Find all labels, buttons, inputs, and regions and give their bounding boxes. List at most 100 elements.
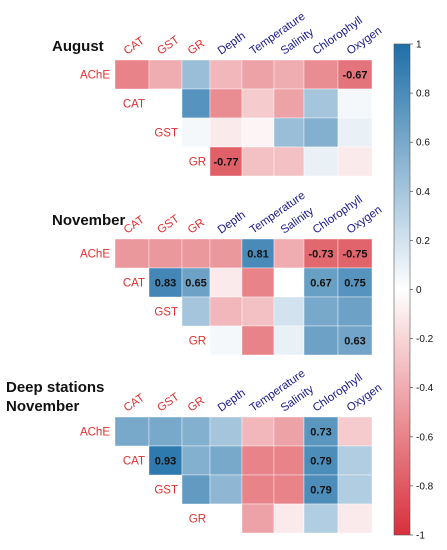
cell-value-label: 0.73 bbox=[310, 427, 331, 439]
row-label: AChE bbox=[80, 249, 110, 261]
heatmap-cell bbox=[181, 88, 211, 119]
colorbar-tick-label: -0.4 bbox=[416, 383, 434, 394]
heatmap-cell bbox=[148, 238, 183, 269]
heatmap-cell bbox=[273, 296, 305, 327]
heatmap-cell bbox=[209, 146, 243, 177]
heatmap-cell bbox=[241, 445, 275, 476]
heatmap-cell bbox=[337, 445, 373, 476]
heatmap-cell bbox=[303, 474, 339, 505]
colorbar-tick-label: -0.8 bbox=[416, 481, 434, 492]
heatmap-cell bbox=[273, 146, 305, 177]
heatmap-cell bbox=[337, 59, 373, 90]
heatmap-cell bbox=[241, 146, 275, 177]
colorbar-tick-label: 0.8 bbox=[416, 89, 430, 100]
heatmap-cell bbox=[273, 88, 305, 119]
heatmap-cell bbox=[303, 325, 339, 356]
heatmap-cell bbox=[241, 267, 275, 298]
column-label: GR bbox=[186, 217, 207, 237]
heatmap-cell bbox=[241, 59, 275, 90]
heatmap-cell bbox=[181, 416, 211, 447]
colorbar-tick-label: 0.4 bbox=[416, 187, 430, 198]
heatmap-cell bbox=[273, 503, 305, 534]
heatmap-cell bbox=[303, 238, 339, 269]
colorbar-tick-label: -1 bbox=[416, 531, 425, 542]
heatmap-cell bbox=[337, 296, 373, 327]
heatmap-cell bbox=[337, 503, 373, 534]
heatmap-cell bbox=[273, 59, 305, 90]
colorbar: 1 0.8 0.6 0.4 0.2 0 -0.2 -0.4 -0.6 -0.8 -1 bbox=[393, 40, 434, 542]
heatmap-cell bbox=[114, 238, 150, 269]
panel-title: August bbox=[52, 38, 104, 55]
heatmap-cell bbox=[303, 88, 339, 119]
heatmap-cell bbox=[148, 416, 183, 447]
heatmap-cell bbox=[148, 445, 183, 476]
heatmap-cell bbox=[209, 117, 243, 148]
row-label: CAT bbox=[123, 99, 145, 111]
heatmap-cell bbox=[209, 416, 243, 447]
column-label: GST bbox=[155, 213, 181, 236]
cell-value-label: 0.75 bbox=[344, 278, 365, 290]
heatmap-cell bbox=[209, 296, 243, 327]
colorbar-tick-label: 0.2 bbox=[416, 236, 430, 247]
heatmap-cell bbox=[337, 88, 373, 119]
row-label: GST bbox=[154, 307, 178, 319]
heatmap-cell bbox=[148, 59, 183, 90]
cell-value-label: 0.81 bbox=[247, 249, 268, 261]
column-label: CAT bbox=[122, 214, 147, 237]
column-label: GST bbox=[155, 34, 181, 57]
colorbar-tick-label: -0.6 bbox=[416, 432, 434, 443]
heatmap-cell bbox=[303, 445, 339, 476]
column-label: GST bbox=[155, 391, 181, 414]
heatmap-cell bbox=[241, 238, 275, 269]
panel-title: November bbox=[52, 212, 126, 229]
column-label: CAT bbox=[122, 392, 147, 415]
column-label: Depth bbox=[216, 209, 248, 236]
heatmap-cell bbox=[114, 59, 150, 90]
heatmap-cell bbox=[337, 325, 373, 356]
heatmap-cell bbox=[114, 416, 150, 447]
heatmap-cell bbox=[181, 59, 211, 90]
heatmap-cell bbox=[273, 445, 305, 476]
column-label: Depth bbox=[216, 387, 248, 414]
heatmap-cell bbox=[273, 238, 305, 269]
heatmap-cell bbox=[303, 146, 339, 177]
heatmap-cell bbox=[241, 88, 275, 119]
row-label: GR bbox=[189, 336, 206, 348]
cell-value-label: -0.77 bbox=[213, 157, 238, 169]
column-label: GR bbox=[186, 395, 207, 415]
row-label: GR bbox=[189, 514, 206, 526]
heatmap-cell bbox=[337, 267, 373, 298]
heatmap-cell bbox=[181, 267, 211, 298]
heatmap-cell bbox=[273, 474, 305, 505]
heatmap-cell bbox=[241, 296, 275, 327]
column-label: Depth bbox=[216, 30, 248, 57]
row-label: GR bbox=[189, 157, 206, 169]
row-label: GST bbox=[154, 485, 178, 497]
column-label: CAT bbox=[122, 35, 147, 58]
heatmap-cell bbox=[303, 416, 339, 447]
heatmap-cell bbox=[181, 445, 211, 476]
row-label: AChE bbox=[80, 70, 110, 82]
heatmap-cell bbox=[148, 267, 183, 298]
heatmap-cell bbox=[337, 416, 373, 447]
heatmap-cell bbox=[209, 503, 243, 534]
heatmap-cell bbox=[241, 474, 275, 505]
cell-value-label: 0.83 bbox=[155, 278, 176, 290]
heatmap-cell bbox=[209, 238, 243, 269]
cell-value-label: -0.75 bbox=[342, 249, 367, 261]
heatmap-cell bbox=[148, 88, 183, 119]
heatmap-cell bbox=[273, 416, 305, 447]
cell-value-label: 0.79 bbox=[310, 456, 331, 468]
heatmap-cell bbox=[337, 117, 373, 148]
panel-title: Deep stations November bbox=[6, 379, 104, 415]
heatmap-cell bbox=[273, 117, 305, 148]
cell-value-label: 0.93 bbox=[155, 456, 176, 468]
heatmap-cell bbox=[209, 325, 243, 356]
heatmap-cell bbox=[337, 474, 373, 505]
heatmap-cell bbox=[241, 325, 275, 356]
row-label: GST bbox=[154, 128, 178, 140]
cell-value-label: 0.63 bbox=[344, 336, 365, 348]
